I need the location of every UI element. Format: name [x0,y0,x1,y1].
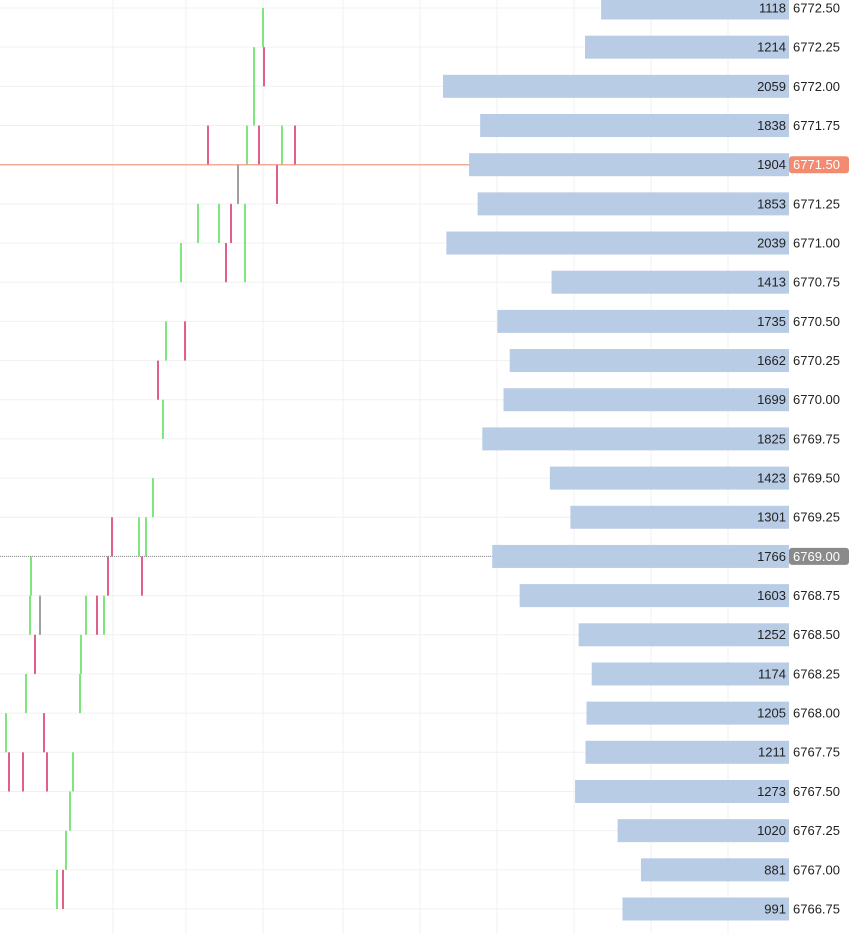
y-tick-label: 6768.50 [793,627,840,642]
y-tick-label: 6770.75 [793,275,840,290]
volume-bar [640,858,789,882]
volume-bar [492,544,789,568]
volume-bar [584,35,789,59]
marker-price-tag: 6769.00 [793,549,840,564]
volume-bar [617,819,789,843]
volume-label: 1904 [757,157,786,172]
volume-bar [509,349,789,373]
volume-label: 1252 [757,627,786,642]
volume-bar [519,584,789,608]
volume-bar [497,309,789,333]
volume-label: 2039 [757,235,786,250]
y-tick-label: 6767.00 [793,862,840,877]
volume-bar [585,740,789,764]
y-tick-label: 6767.25 [793,823,840,838]
y-tick-label: 6770.00 [793,392,840,407]
volume-bar [570,505,789,529]
volume-label: 1423 [757,471,786,486]
volume-bar [443,74,789,98]
volume-label: 1301 [757,510,786,525]
volume-bar [480,114,789,138]
volume-label: 991 [764,901,786,916]
y-tick-label: 6771.00 [793,235,840,250]
y-tick-label: 6772.25 [793,40,840,55]
marker-price-tag-bg [789,547,849,565]
volume-bar [482,427,789,451]
y-tick-label: 6768.25 [793,666,840,681]
volume-label: 1413 [757,275,786,290]
y-tick-label: 6772.00 [793,79,840,94]
volume-label: 1766 [757,549,786,564]
y-tick-label: 6769.25 [793,510,840,525]
volume-label: 881 [764,862,786,877]
volume-bar [601,0,789,20]
y-tick-label: 6768.75 [793,588,840,603]
volume-bar [469,153,789,177]
y-tick-label: 6770.50 [793,314,840,329]
y-tick-label: 6772.50 [793,0,840,15]
volume-bar [578,623,789,647]
volume-bar [575,779,789,803]
y-tick-label: 6767.50 [793,784,840,799]
volume-label: 1214 [757,40,786,55]
volume-label: 1699 [757,392,786,407]
volume-label: 1735 [757,314,786,329]
volume-bar [446,231,789,255]
volume-label: 1205 [757,706,786,721]
volume-label: 1662 [757,353,786,368]
current-price-tag: 6771.50 [793,157,840,172]
volume-label: 1838 [757,118,786,133]
volume-label: 1603 [757,588,786,603]
y-tick-label: 6768.00 [793,706,840,721]
volume-bar [591,662,789,686]
y-tick-label: 6766.75 [793,901,840,916]
y-tick-label: 6771.25 [793,196,840,211]
volume-bar [551,270,789,294]
volume-label: 1825 [757,431,786,446]
volume-bar [622,897,789,921]
volume-label: 1853 [757,196,786,211]
volume-bar [503,388,789,412]
current-price-tag-bg [789,156,849,174]
y-tick-label: 6769.75 [793,431,840,446]
volume-bar [549,466,789,490]
volume-label: 1118 [759,0,786,15]
y-tick-label: 6770.25 [793,353,840,368]
y-tick-label: 6771.75 [793,118,840,133]
volume-bar [586,701,789,725]
y-tick-label: 6767.75 [793,745,840,760]
volume-label: 2059 [757,79,786,94]
volume-label: 1174 [758,666,786,681]
y-tick-label: 6769.50 [793,471,840,486]
volume-label: 1273 [757,784,786,799]
volume-label: 1211 [758,745,786,760]
volume-bar [477,192,789,216]
volume-label: 1020 [757,823,786,838]
